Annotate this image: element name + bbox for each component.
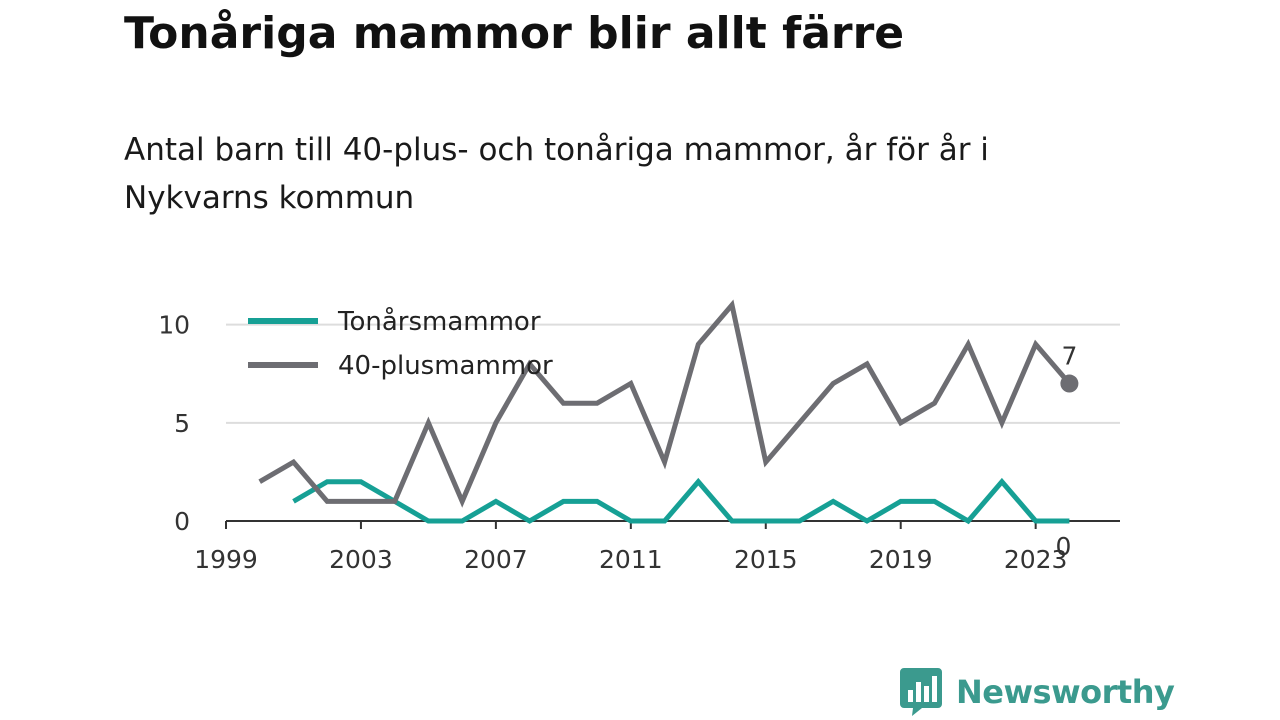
x-axis: 0 5 10 1999 2003 2007 2011 2015 2019 2023 xyxy=(158,311,1120,574)
brand-name: Newsworthy xyxy=(956,673,1175,711)
gridlines xyxy=(226,323,1120,424)
legend-label-tonarsmammor: Tonårsmammor xyxy=(337,306,541,337)
x-tick-label: 2023 xyxy=(1004,545,1068,574)
newsworthy-logo-icon xyxy=(900,668,942,716)
line-chart: 0 5 10 1999 2003 2007 2011 2015 2019 2023 Tonårsm… xyxy=(158,299,1120,574)
legend-label-40-plusmammor: 40-plusmammor xyxy=(338,351,553,381)
x-tick-label: 2019 xyxy=(869,545,933,574)
end-labels: 70 xyxy=(1055,342,1077,561)
x-tick-label: 2003 xyxy=(329,545,393,574)
newsworthy-brand: Newsworthy xyxy=(900,668,1175,716)
y-tick-label: 10 xyxy=(158,311,190,340)
x-tick-label: 1999 xyxy=(194,545,258,574)
legend: Tonårsmammor 40-plusmammor xyxy=(248,306,553,381)
series-line-tonarsmammor xyxy=(292,477,1070,525)
chart-title: Tonåriga mammor blir allt färre xyxy=(124,8,905,59)
end-label-tonarsmammor: 0 xyxy=(1055,532,1071,561)
series-line-40-plusmammor xyxy=(258,299,1072,508)
x-tick-label: 2015 xyxy=(734,545,798,574)
y-tick-label: 0 xyxy=(174,507,190,536)
series-lines xyxy=(258,299,1079,525)
end-marker-40-plusmammor xyxy=(1060,374,1079,393)
x-tick-label: 2011 xyxy=(599,545,663,574)
chart-subtitle: Antal barn till 40-plus- och tonåriga ma… xyxy=(124,132,989,216)
x-tick-label: 2007 xyxy=(464,545,528,574)
y-tick-label: 5 xyxy=(174,409,190,438)
end-label-40-plusmammor: 7 xyxy=(1061,342,1077,371)
